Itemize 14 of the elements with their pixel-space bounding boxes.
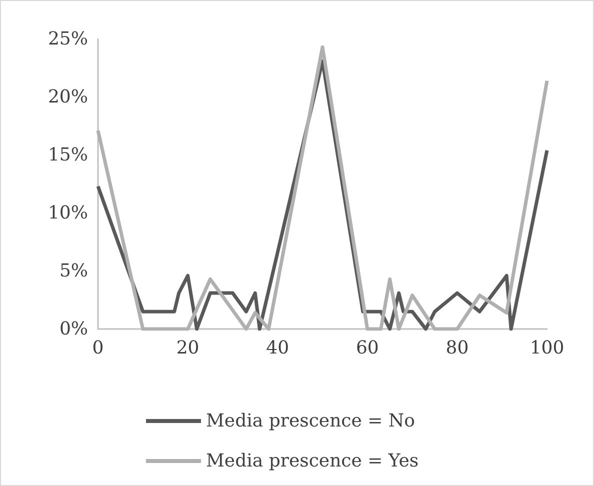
x-tick-label: 100 [530,338,564,358]
y-tick-label: 25% [48,28,88,50]
x-tick-label: 80 [446,338,469,358]
y-tick-label: 15% [48,144,88,166]
y-tick-label: 5% [59,260,88,282]
legend-label: Media prescence = Yes [206,450,419,472]
x-tick-label: 20 [176,338,200,358]
y-tick-label: 10% [48,202,88,224]
x-tick-label: 0 [92,338,104,358]
y-tick-label: 0% [59,318,88,340]
x-tick-label: 40 [266,338,290,358]
y-tick-label: 20% [48,86,88,108]
legend-label: Media prescence = No [206,410,416,432]
x-tick-label: 60 [356,338,379,358]
